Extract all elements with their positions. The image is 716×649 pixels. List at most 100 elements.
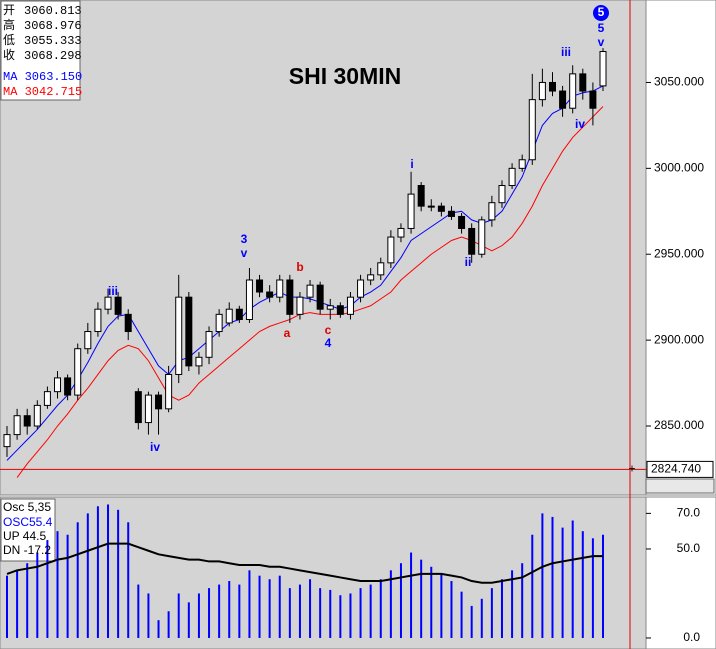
candle-body <box>458 215 466 229</box>
candle-body <box>74 348 82 396</box>
candle-body <box>488 202 496 221</box>
osc-bar <box>268 579 271 638</box>
osc-bar <box>16 570 19 638</box>
osc-bar <box>86 513 89 638</box>
candle-body <box>185 296 193 367</box>
y-tick-label: 50.0 <box>677 541 701 555</box>
osc-bar <box>440 573 443 638</box>
osc-bar <box>288 588 291 638</box>
osc-bar <box>6 575 8 638</box>
osc-bar <box>298 584 301 638</box>
y-tick-label: 2950.000 <box>654 246 704 260</box>
candle-body <box>3 434 11 448</box>
price-axis <box>645 0 716 496</box>
info-label: 开 <box>3 4 15 18</box>
osc-bar <box>309 579 312 638</box>
osc-bar <box>480 598 483 638</box>
y-tick-label: 70.0 <box>677 506 701 520</box>
osc-bar <box>208 588 211 638</box>
osc-bar <box>490 588 493 638</box>
osc-bar <box>420 559 423 638</box>
candle-body <box>13 415 21 436</box>
candle-body <box>256 279 264 293</box>
wave-circle <box>593 5 609 21</box>
osc-bar <box>339 595 342 638</box>
info-label: 收 <box>3 48 15 63</box>
candle-body <box>417 185 425 207</box>
osc-bar <box>571 520 574 638</box>
osc-bar <box>137 584 140 638</box>
candle-body <box>124 313 132 333</box>
crosshair-label: 2824.740 <box>651 462 701 476</box>
info-value: 3060.813 <box>24 4 82 18</box>
candle-body <box>569 73 577 109</box>
osc-bar <box>500 579 503 638</box>
candle-body <box>144 394 152 424</box>
candle-body <box>478 219 486 255</box>
candle-body <box>518 159 526 169</box>
candle-body <box>326 305 334 310</box>
candle-body <box>23 415 31 427</box>
candle-body <box>33 404 41 427</box>
osc-bar <box>117 509 120 638</box>
candle-body <box>104 296 112 310</box>
candle-body <box>296 296 304 315</box>
legend-entry: MA 3063.150 <box>3 70 82 84</box>
osc-title: Osc 5,35 <box>3 500 51 514</box>
candle-body <box>266 291 274 298</box>
osc-bar <box>228 581 231 638</box>
osc-bar <box>96 506 99 638</box>
candle-body <box>589 90 597 109</box>
candle-body <box>407 193 415 229</box>
osc-bar <box>561 527 564 638</box>
crosshair-cursor: + <box>628 462 635 476</box>
candle-body <box>225 308 233 324</box>
crosshair-box <box>646 460 714 478</box>
osc-bar <box>127 522 130 638</box>
candle-body <box>336 305 344 315</box>
candle-body <box>134 391 142 424</box>
candle-body <box>43 391 51 406</box>
osc-bar <box>511 570 514 638</box>
candle-body <box>357 279 365 298</box>
osc-bar <box>399 563 402 638</box>
y-tick-label: 2900.000 <box>654 332 704 346</box>
scroll-box[interactable] <box>645 478 715 494</box>
osc-bar <box>602 534 604 638</box>
info-value: 3068.976 <box>24 19 82 33</box>
osc-bar <box>369 584 372 638</box>
wave-label: iv <box>150 440 160 454</box>
candle-body <box>538 81 546 101</box>
osc-legend: OSC55.4 <box>3 515 53 529</box>
candle-body <box>235 308 243 321</box>
wave-label: 5 <box>598 21 605 35</box>
candle-body <box>215 313 223 333</box>
osc-bar <box>359 588 362 638</box>
osc-bar <box>157 620 160 638</box>
osc-bar <box>591 538 594 638</box>
y-tick-label: 3050.000 <box>654 75 704 89</box>
wave-label: iii <box>108 284 118 298</box>
wave-label: ii <box>465 255 472 269</box>
candle-body <box>276 279 284 298</box>
candle-body <box>195 356 203 367</box>
info-value: 3055.333 <box>24 34 82 48</box>
osc-bar <box>379 579 382 638</box>
wave-label: v <box>598 35 605 49</box>
candle-body <box>528 99 536 161</box>
osc-bar <box>36 552 39 638</box>
osc-bar <box>470 605 473 638</box>
price-panel <box>0 0 647 496</box>
candle-body <box>437 205 445 212</box>
wave-label: v <box>241 246 248 260</box>
candle-body <box>346 296 354 315</box>
osc-bar <box>410 552 413 638</box>
candle-body <box>306 284 314 298</box>
candle-body <box>94 308 102 333</box>
y-tick-label: 0.0 <box>683 630 700 644</box>
osc-bar <box>349 593 352 638</box>
info-label: 低 <box>3 33 15 48</box>
osc-bar <box>278 575 281 638</box>
wave-label: b <box>296 260 303 274</box>
